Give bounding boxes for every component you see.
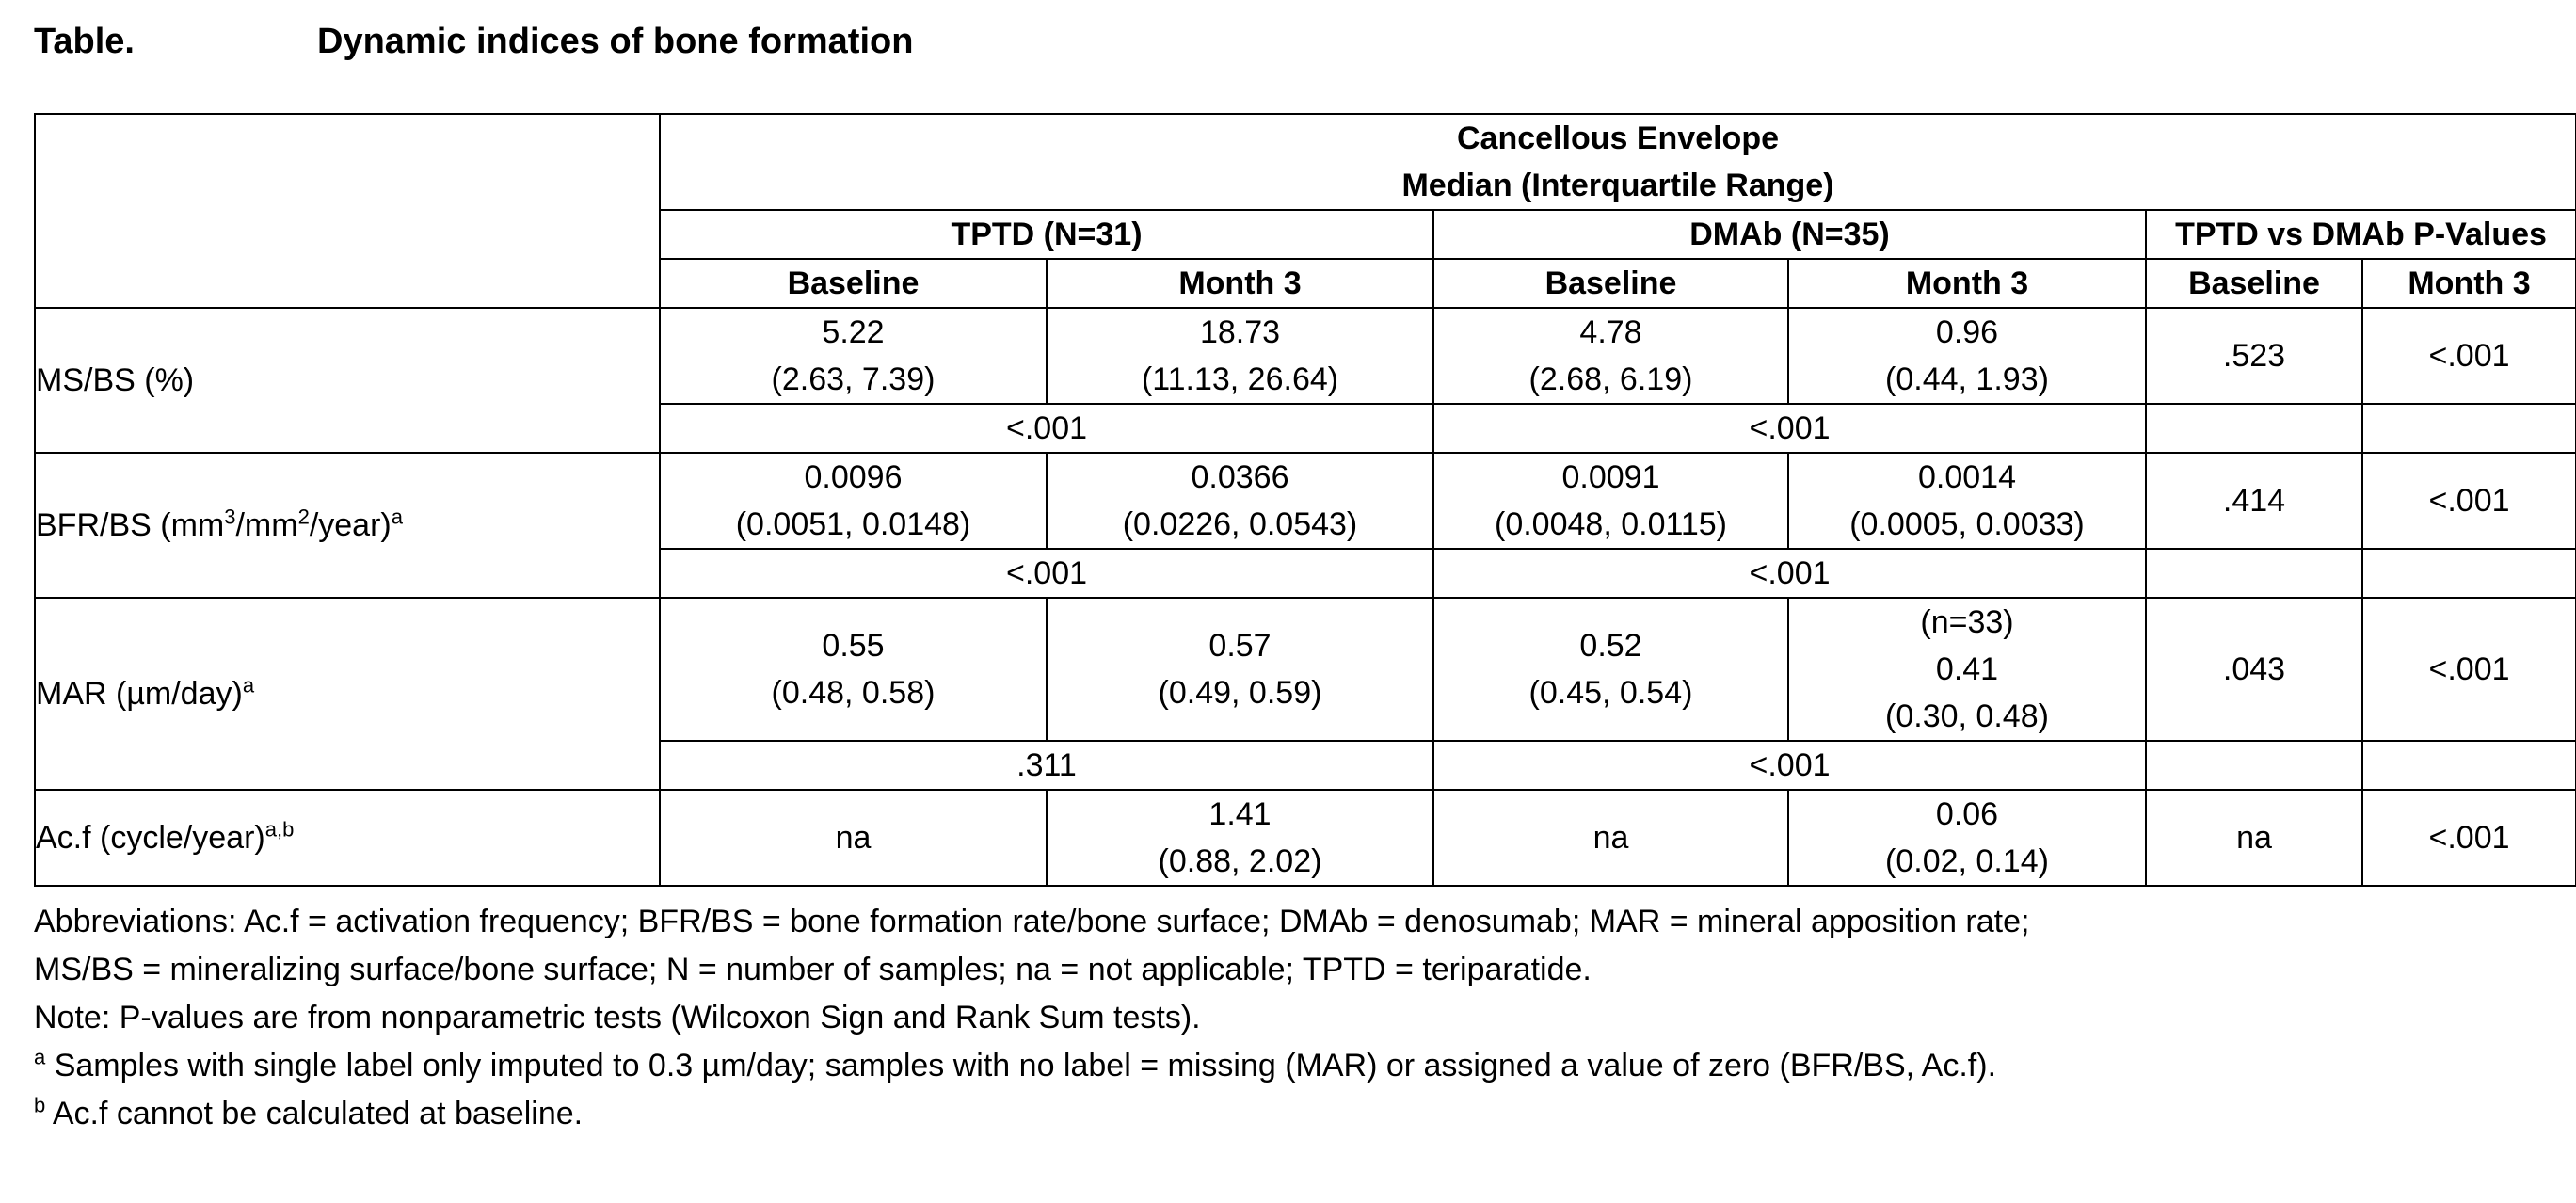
cell-bfrbs-tptd-month3: 0.0366 (0.0226, 0.0543) xyxy=(1046,452,1434,550)
note-line: Note: P-values are from nonparametric te… xyxy=(34,1000,1201,1035)
header-corner-cell xyxy=(34,113,661,309)
cell-empty xyxy=(2145,403,2363,454)
cell-acf-p-baseline: na xyxy=(2145,789,2363,887)
cell-bfrbs-dmab-month3: 0.0014 (0.0005, 0.0033) xyxy=(1787,452,2147,550)
subheader-tptd-month3: Month 3 xyxy=(1046,258,1434,309)
subheader-dmab-month3: Month 3 xyxy=(1787,258,2147,309)
group-header-pvalues: TPTD vs DMAb P-Values xyxy=(2145,209,2576,260)
cell-msbs-p-month3: <.001 xyxy=(2361,307,2576,405)
group-header-tptd: TPTD (N=31) xyxy=(659,209,1434,260)
table-caption: Dynamic indices of bone formation xyxy=(317,22,914,61)
bone-formation-table: Cancellous Envelope Median (Interquartil… xyxy=(34,113,2576,887)
cell-msbs-dmab-month3: 0.96 (0.44, 1.93) xyxy=(1787,307,2147,405)
cell-mar-tptd-month3: 0.57 (0.49, 0.59) xyxy=(1046,597,1434,742)
cell-msbs-tptd-within-p: <.001 xyxy=(659,403,1434,454)
cell-acf-tptd-month3: 1.41 (0.88, 2.02) xyxy=(1046,789,1434,887)
cell-empty xyxy=(2361,403,2576,454)
footnote-a: a Samples with single label only imputed… xyxy=(34,1045,1997,1083)
cell-msbs-tptd-month3: 18.73 (11.13, 26.64) xyxy=(1046,307,1434,405)
cell-bfrbs-dmab-within-p: <.001 xyxy=(1432,548,2147,599)
cell-mar-p-baseline: .043 xyxy=(2145,597,2363,742)
cell-empty xyxy=(2145,548,2363,599)
cell-msbs-dmab-baseline: 4.78 (2.68, 6.19) xyxy=(1432,307,1789,405)
table-row: .311 <.001 xyxy=(35,740,2576,791)
row-label-acf: Ac.f (cycle/year)a,b xyxy=(34,789,661,887)
table-notes: Abbreviations: Ac.f = activation frequen… xyxy=(34,898,2029,1138)
cell-acf-dmab-month3: 0.06 (0.02, 0.14) xyxy=(1787,789,2147,887)
cell-empty xyxy=(2361,740,2576,791)
table-label: Table. xyxy=(34,22,135,61)
cell-bfrbs-tptd-baseline: 0.0096 (0.0051, 0.0148) xyxy=(659,452,1048,550)
envelope-header: Cancellous Envelope Median (Interquartil… xyxy=(659,113,2576,211)
cell-bfrbs-dmab-baseline: 0.0091 (0.0048, 0.0115) xyxy=(1432,452,1789,550)
cell-bfrbs-p-month3: <.001 xyxy=(2361,452,2576,550)
subheader-tptd-baseline: Baseline xyxy=(659,258,1048,309)
cell-bfrbs-p-baseline: .414 xyxy=(2145,452,2363,550)
row-label-msbs: MS/BS (%) xyxy=(34,307,661,454)
cell-acf-tptd-baseline: na xyxy=(659,789,1048,887)
cell-mar-tptd-within-p: .311 xyxy=(659,740,1434,791)
group-header-dmab: DMAb (N=35) xyxy=(1432,209,2147,260)
cell-empty xyxy=(2145,740,2363,791)
table-row: MS/BS (%) 5.22 (2.63, 7.39) 18.73 (11.13… xyxy=(34,307,2576,454)
subheader-dmab-baseline: Baseline xyxy=(1432,258,1789,309)
row-label-mar: MAR (µm/day)a xyxy=(34,597,661,791)
footnote-b: b Ac.f cannot be calculated at baseline. xyxy=(34,1093,584,1131)
cell-mar-dmab-baseline: 0.52 (0.45, 0.54) xyxy=(1432,597,1789,742)
abbreviations-line-2: MS/BS = mineralizing surface/bone surfac… xyxy=(34,952,1592,987)
abbreviations-line-1: Abbreviations: Ac.f = activation frequen… xyxy=(34,904,2030,939)
cell-acf-dmab-baseline: na xyxy=(1432,789,1789,887)
cell-mar-p-month3: <.001 xyxy=(2361,597,2576,742)
row-label-bfrbs: BFR/BS (mm3/mm2/year)a xyxy=(34,452,661,599)
cell-mar-dmab-month3: (n=33) 0.41 (0.30, 0.48) xyxy=(1787,597,2147,742)
table-row: <.001 <.001 xyxy=(35,548,2576,599)
cell-bfrbs-tptd-within-p: <.001 xyxy=(659,548,1434,599)
cell-mar-tptd-baseline: 0.55 (0.48, 0.58) xyxy=(659,597,1048,742)
table-row: MAR (µm/day)a 0.55 (0.48, 0.58) 0.57 (0.… xyxy=(34,597,2576,791)
cell-msbs-tptd-baseline: 5.22 (2.63, 7.39) xyxy=(659,307,1048,405)
cell-mar-dmab-within-p: <.001 xyxy=(1432,740,2147,791)
table-row: <.001 <.001 xyxy=(35,403,2576,454)
cell-msbs-p-baseline: .523 xyxy=(2145,307,2363,405)
table-row: Ac.f (cycle/year)a,b na 1.41 (0.88, 2.02… xyxy=(34,789,2576,887)
subheader-p-baseline: Baseline xyxy=(2145,258,2363,309)
cell-acf-p-month3: <.001 xyxy=(2361,789,2576,887)
cell-msbs-dmab-within-p: <.001 xyxy=(1432,403,2147,454)
subheader-p-month3: Month 3 xyxy=(2361,258,2576,309)
cell-empty xyxy=(2361,548,2576,599)
table-row: BFR/BS (mm3/mm2/year)a 0.0096 (0.0051, 0… xyxy=(34,452,2576,599)
